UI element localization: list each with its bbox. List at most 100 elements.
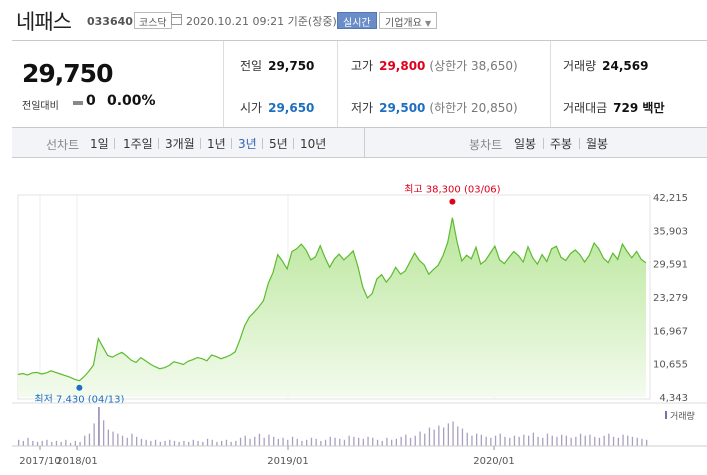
volume-bar: [306, 439, 308, 446]
volume-bar: [178, 441, 180, 446]
volume-bar: [27, 437, 29, 446]
volume-bar: [107, 429, 109, 446]
volume-bar: [169, 439, 171, 446]
volume-bar: [636, 437, 638, 446]
volume-bar: [268, 434, 270, 446]
volume-bar: [457, 426, 459, 446]
stock-name: 네패스: [16, 10, 72, 34]
volume-bar: [282, 437, 284, 446]
separator: [114, 138, 115, 149]
period-1y[interactable]: 1년: [207, 137, 226, 151]
volume-bar: [235, 440, 237, 446]
amount-value: 729 백만: [613, 101, 665, 115]
volume-bar: [400, 436, 402, 446]
price-chart: 42,215 35,903 29,591 23,279 16,967 10,655 4,34…: [0, 160, 707, 475]
realtime-button[interactable]: 실시간: [337, 12, 377, 29]
low-price: 저가 29,500 (하한가 20,850): [351, 99, 518, 116]
volume-bar: [381, 440, 383, 446]
period-3y[interactable]: 3년: [238, 137, 257, 151]
volume-bar: [485, 436, 487, 446]
volume-bar: [556, 436, 558, 446]
y-tick-label: 23,279: [653, 293, 688, 304]
volume-bar: [386, 437, 388, 446]
line-chart-label: 선차트: [46, 138, 80, 152]
company-info-label: 기업개요: [385, 18, 422, 29]
volume-bar: [438, 425, 440, 446]
volume-bar: [395, 438, 397, 446]
separator: [543, 138, 544, 149]
period-3m[interactable]: 3개월: [165, 137, 195, 151]
volume-bar: [339, 438, 341, 446]
volume-bar: [206, 438, 209, 446]
prev-close-value: 29,750: [268, 59, 315, 73]
candle-weekly[interactable]: 주봉: [550, 137, 573, 151]
candle-chart-label: 봉차트: [469, 138, 503, 152]
volume-bar: [287, 439, 289, 446]
period-1d[interactable]: 1일: [90, 137, 109, 151]
volume-bar: [192, 439, 194, 446]
volume-bar: [424, 433, 426, 446]
low-marker: [76, 384, 83, 391]
period-1w[interactable]: 1주일: [123, 137, 153, 151]
candle-monthly[interactable]: 월봉: [586, 137, 609, 151]
separator: [262, 138, 263, 149]
volume-bar: [358, 437, 360, 446]
change-value: 0: [86, 93, 96, 109]
volume-bar: [334, 437, 336, 446]
y-axis-ticks: 42,215 35,903 29,591 23,279 16,967 10,655 4,34…: [653, 193, 688, 404]
y-tick-label: 4,343: [659, 393, 688, 404]
period-10y[interactable]: 10년: [300, 137, 327, 151]
volume-bar: [575, 436, 577, 446]
volume-bar: [494, 435, 497, 446]
volume-bar: [145, 439, 147, 446]
volume-bar: [367, 436, 369, 446]
volume-bar: [504, 436, 506, 446]
candle-daily[interactable]: 일봉: [514, 137, 537, 151]
volume-bar: [296, 438, 298, 446]
divider: [550, 41, 551, 127]
y-tick-label: 16,967: [653, 326, 688, 337]
volume-bar: [324, 439, 327, 446]
volume-bar: [188, 441, 190, 446]
volume-bar: [315, 438, 317, 446]
volume-bar: [603, 435, 605, 446]
period-5y[interactable]: 5년: [269, 137, 288, 151]
volume-bar: [98, 407, 100, 446]
volume-bar: [263, 437, 265, 446]
volume-bar: [447, 423, 449, 446]
y-tick-label: 42,215: [653, 193, 688, 204]
volume-bar: [617, 437, 619, 446]
volume-bar: [131, 433, 133, 446]
low-value: 29,500: [379, 101, 426, 115]
volume-bar: [391, 439, 393, 446]
volume-bar: [258, 433, 261, 446]
price-summary: 29,750 전일대비 0 0.00% 전일 29,750 시가 29,650 고가…: [12, 40, 707, 128]
datetime-label: 2020.10.21 09:21 기준(장중): [186, 15, 337, 28]
amount-label: 거래대금: [563, 101, 608, 115]
volume-bar: [150, 440, 152, 446]
separator: [158, 138, 159, 149]
divider: [364, 128, 365, 158]
volume-bar: [518, 436, 520, 446]
volume-bar: [216, 441, 218, 446]
volume-bar: [542, 437, 544, 446]
volume-bar: [466, 432, 468, 446]
volume-bar: [612, 436, 615, 446]
volume-value: 24,569: [602, 59, 649, 73]
no-change-icon: [73, 101, 83, 105]
volume-bar: [608, 433, 610, 446]
volume-bar: [499, 433, 501, 446]
volume-bar: [513, 435, 516, 446]
volume-bar: [69, 442, 72, 446]
volume-bar: [65, 439, 67, 446]
high-marker: [449, 198, 456, 205]
volume-bar: [546, 433, 549, 446]
stock-code: 033640: [87, 15, 133, 28]
calendar-icon: [171, 14, 182, 25]
volume-bar: [480, 434, 482, 446]
company-info-button[interactable]: 기업개요 ▼: [379, 12, 438, 29]
volume-bar: [273, 436, 275, 446]
period-bar: 선차트 1일 1주일 3개월 1년 3년 5년 10년 봉차트 일봉 주봉 월봉: [12, 128, 707, 158]
separator: [231, 138, 232, 149]
